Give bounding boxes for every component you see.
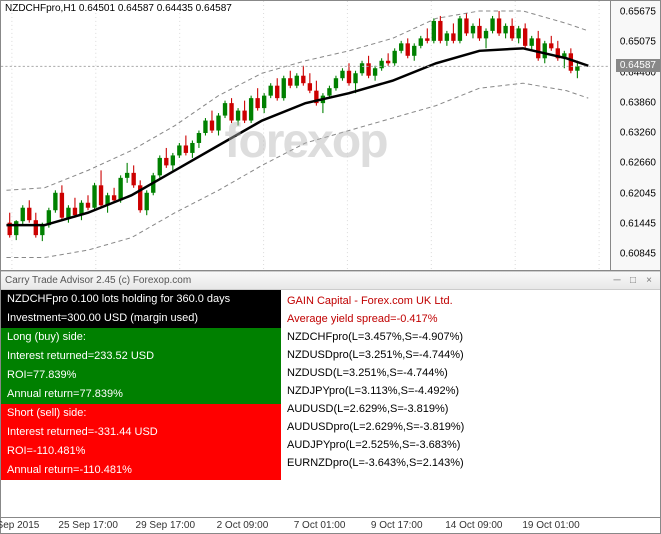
- chart-symbol-header: NZDCHFpro,H1 0.64501 0.64587 0.64435 0.6…: [5, 3, 232, 14]
- advisor-left-column: NZDCHFpro 0.100 lots holding for 360.0 d…: [1, 290, 281, 517]
- advisor-header-line2: Investment=300.00 USD (margin used): [1, 309, 281, 328]
- advisor-titlebar: Carry Trade Advisor 2.45 (c) Forexop.com…: [1, 272, 660, 290]
- chart-area: NZDCHFpro,H1 0.64501 0.64587 0.64435 0.6…: [1, 1, 660, 271]
- ytick-label: 0.65075: [620, 37, 656, 48]
- terminal-window: NZDCHFpro,H1 0.64501 0.64587 0.64435 0.6…: [0, 0, 661, 534]
- pair-row: EURNZDpro(L=-3.643%,S=2.143%): [287, 454, 654, 472]
- advisor-long-roi: ROI=77.839%: [1, 366, 281, 385]
- pair-row: NZDJPYpro(L=3.113%,S=-4.492%): [287, 382, 654, 400]
- pair-row: AUDJPYpro(L=2.525%,S=-3.683%): [287, 436, 654, 454]
- pair-row: NZDUSDpro(L=3.251%,S=-4.744%): [287, 346, 654, 364]
- broker-name: GAIN Capital - Forex.com UK Ltd.: [287, 292, 654, 310]
- advisor-short-roi: ROI=-110.481%: [1, 442, 281, 461]
- pair-row: NZDUSD(L=3.251%,S=-4.744%): [287, 364, 654, 382]
- xtick-label: 22 Sep 2015: [0, 520, 39, 531]
- advisor-short-annual: Annual return=-110.481%: [1, 461, 281, 480]
- close-icon[interactable]: ×: [642, 275, 656, 287]
- xtick-label: 9 Oct 17:00: [371, 520, 423, 531]
- advisor-body: NZDCHFpro 0.100 lots holding for 360.0 d…: [1, 290, 660, 517]
- xtick-label: 19 Oct 01:00: [522, 520, 579, 531]
- pair-row: AUDUSD(L=2.629%,S=-3.819%): [287, 400, 654, 418]
- ytick-label: 0.61445: [620, 218, 656, 229]
- chart-xaxis: 22 Sep 2015 25 Sep 17:00 29 Sep 17:00 2 Oct…: [1, 517, 660, 533]
- minimize-icon[interactable]: ─: [610, 275, 624, 287]
- advisor-title: Carry Trade Advisor 2.45 (c) Forexop.com: [5, 275, 191, 286]
- ytick-label: 0.62660: [620, 158, 656, 169]
- advisor-long-interest: Interest returned=233.52 USD: [1, 347, 281, 366]
- advisor-short-interest: Interest returned=-331.44 USD: [1, 423, 281, 442]
- chart-canvas[interactable]: NZDCHFpro,H1 0.64501 0.64587 0.64435 0.6…: [1, 1, 610, 270]
- pair-row: AUDUSDpro(L=2.629%,S=-3.819%): [287, 418, 654, 436]
- chart-svg: [1, 1, 610, 270]
- price-marker: 0.64587: [616, 59, 660, 72]
- ytick-label: 0.65675: [620, 7, 656, 18]
- ytick-label: 0.63260: [620, 128, 656, 139]
- restore-icon[interactable]: □: [626, 275, 640, 287]
- pair-row: NZDCHFpro(L=3.457%,S=-4.907%): [287, 328, 654, 346]
- xtick-label: 29 Sep 17:00: [136, 520, 196, 531]
- ytick-label: 0.60845: [620, 248, 656, 259]
- xtick-label: 7 Oct 01:00: [294, 520, 346, 531]
- xtick-label: 14 Oct 09:00: [445, 520, 502, 531]
- advisor-header-line1: NZDCHFpro 0.100 lots holding for 360.0 d…: [1, 290, 281, 309]
- chart-yaxis: 0.656750.650750.644600.638600.632600.626…: [610, 1, 660, 270]
- yield-spread: Average yield spread=-0.417%: [287, 310, 654, 328]
- advisor-long-annual: Annual return=77.839%: [1, 385, 281, 404]
- advisor-short-title: Short (sell) side:: [1, 404, 281, 423]
- advisor-right-column: GAIN Capital - Forex.com UK Ltd. Average…: [281, 290, 660, 517]
- ytick-label: 0.62045: [620, 188, 656, 199]
- advisor-long-title: Long (buy) side:: [1, 328, 281, 347]
- xtick-label: 25 Sep 17:00: [58, 520, 118, 531]
- xtick-label: 2 Oct 09:00: [217, 520, 269, 531]
- advisor-panel: Carry Trade Advisor 2.45 (c) Forexop.com…: [1, 271, 660, 517]
- ytick-label: 0.63860: [620, 98, 656, 109]
